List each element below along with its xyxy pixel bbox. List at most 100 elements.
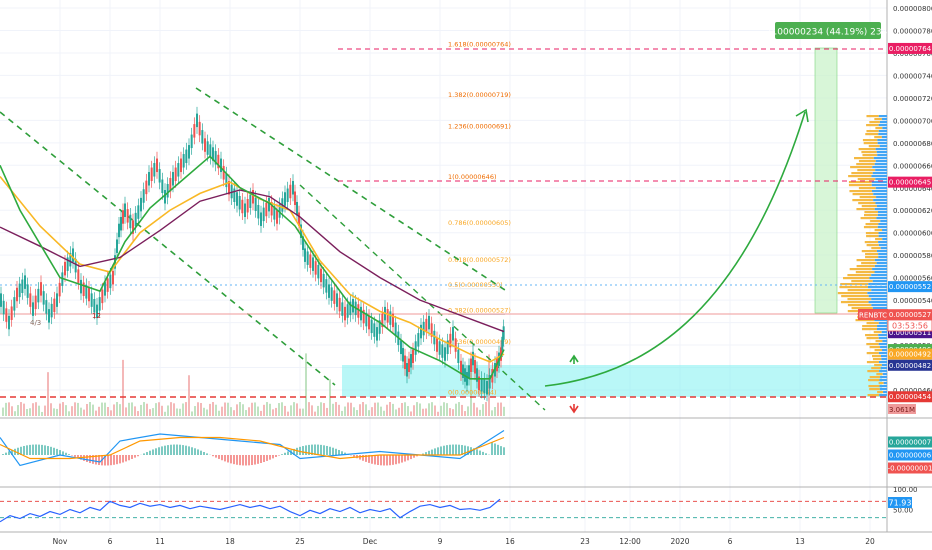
candle-body (466, 372, 468, 386)
rsi-tick-label: 50.00 (893, 507, 913, 515)
volume-bar (131, 402, 133, 416)
volume-profile-bar (876, 151, 887, 154)
macd-histogram-bar (365, 455, 367, 462)
macd-histogram-bar (284, 452, 286, 455)
volume-profile-bar (878, 334, 887, 337)
volume-bar (371, 407, 373, 416)
candle-body (129, 214, 132, 229)
price-badge (888, 391, 932, 403)
price-tick-label: 0.00000600 (893, 230, 932, 238)
volume-profile-bar (881, 118, 887, 121)
candle-body (328, 284, 330, 298)
candle-body (480, 378, 483, 392)
volume-bar (251, 402, 253, 416)
macd-histogram-bar (182, 445, 184, 455)
volume-profile-bar (849, 190, 872, 193)
volume-bar (245, 410, 247, 416)
macd-histogram-bar (47, 446, 49, 455)
rsi-value: 71.93 (889, 499, 912, 508)
volume-profile-bar (860, 217, 877, 220)
volume-profile-bar (878, 241, 887, 244)
volume-profile-bar (869, 376, 881, 379)
macd-histogram-bar (410, 455, 412, 460)
volume-tag: 3.061M (888, 404, 916, 414)
candle-body (45, 300, 48, 314)
volume-profile-bar (866, 124, 879, 127)
macd-histogram-bar (464, 445, 466, 455)
marker-4-3: 4/3 (30, 319, 41, 327)
candle-body (304, 248, 306, 262)
volume-profile-bar (866, 337, 879, 340)
time-axis[interactable]: Nov 6 11 18 25 Dec 9 16 23 12:00 2020 6 13 20 (53, 537, 875, 546)
volume-profile-bar (871, 367, 881, 370)
volume-profile-bar (874, 136, 882, 139)
volume-bar (47, 372, 49, 416)
volume-profile-bar (852, 199, 874, 202)
macd-histogram-bar (338, 449, 340, 455)
macd-histogram-bar (131, 455, 133, 459)
volume-bar (248, 407, 250, 416)
macd-signal-line (0, 436, 505, 460)
volume-profile-bar (847, 289, 872, 292)
candle-body (360, 306, 362, 321)
candle-body (446, 340, 449, 355)
volume-profile-bar (879, 145, 887, 148)
volume-profile-bar (878, 337, 887, 340)
volume-profile-bar (861, 250, 877, 253)
candle-body (77, 269, 80, 283)
candle-body (201, 130, 204, 144)
candle-body (122, 210, 124, 224)
channel-line-mid (299, 184, 546, 411)
volume-bar (95, 410, 97, 416)
candle-body (58, 282, 61, 297)
macd-histogram-bar (170, 444, 172, 455)
volume-profile-bar (876, 250, 887, 253)
fib-level-label: 0.236(0.00000499) (448, 338, 511, 346)
macd-histogram-bar (107, 455, 109, 466)
macd-histogram-bar (176, 444, 178, 455)
candle-body (118, 223, 120, 238)
volume-bar (494, 407, 496, 416)
countdown-tag: 03:53:56 (887, 319, 932, 332)
volume-profile-bar (878, 133, 887, 136)
volume-bar (455, 403, 457, 416)
price-tick-label: 0.00000460 (893, 387, 932, 395)
volume-profile-bar (875, 148, 887, 151)
price-badge-label: 0.00000764 (889, 45, 932, 53)
macd-histogram-bar (32, 444, 34, 455)
candle-body (164, 190, 166, 204)
volume-profile-bar (856, 265, 875, 268)
candle-body (333, 290, 336, 304)
volume-profile-bar (876, 217, 887, 220)
candle-body (433, 330, 436, 345)
price-badge (888, 359, 932, 371)
candle-body (452, 327, 454, 341)
volume-bar (77, 402, 79, 416)
price-tick-label: 0.00000640 (893, 185, 932, 193)
volume-bar (281, 402, 283, 416)
volume-profile-bar (868, 379, 880, 382)
volume-profile-bar (878, 256, 887, 259)
volume-profile-bar (864, 211, 878, 214)
volume-bar (386, 404, 388, 416)
volume-bar (161, 405, 163, 416)
volume-profile-bar (882, 340, 887, 343)
macd-histogram-bar (305, 445, 307, 455)
volume-bar (338, 404, 340, 416)
volume-profile-bar (882, 229, 887, 232)
macd-histogram-bar (215, 455, 217, 458)
price-tick-label: 0.00000740 (893, 72, 932, 80)
macd-histogram-bar (164, 445, 166, 455)
volume-bar (404, 402, 406, 416)
volume-bar (341, 410, 343, 416)
volume-bar (29, 408, 31, 416)
volume-bar (419, 403, 421, 416)
volume-bar (323, 403, 325, 416)
macd-histogram-bar (314, 444, 316, 455)
candle-body (140, 197, 142, 212)
measure-label: 0.00000234 (44.19%) 234 (769, 22, 888, 39)
volume-profile-bar (865, 253, 879, 256)
macd-histogram-bar (452, 444, 454, 455)
volume-profile-bar (866, 361, 879, 364)
